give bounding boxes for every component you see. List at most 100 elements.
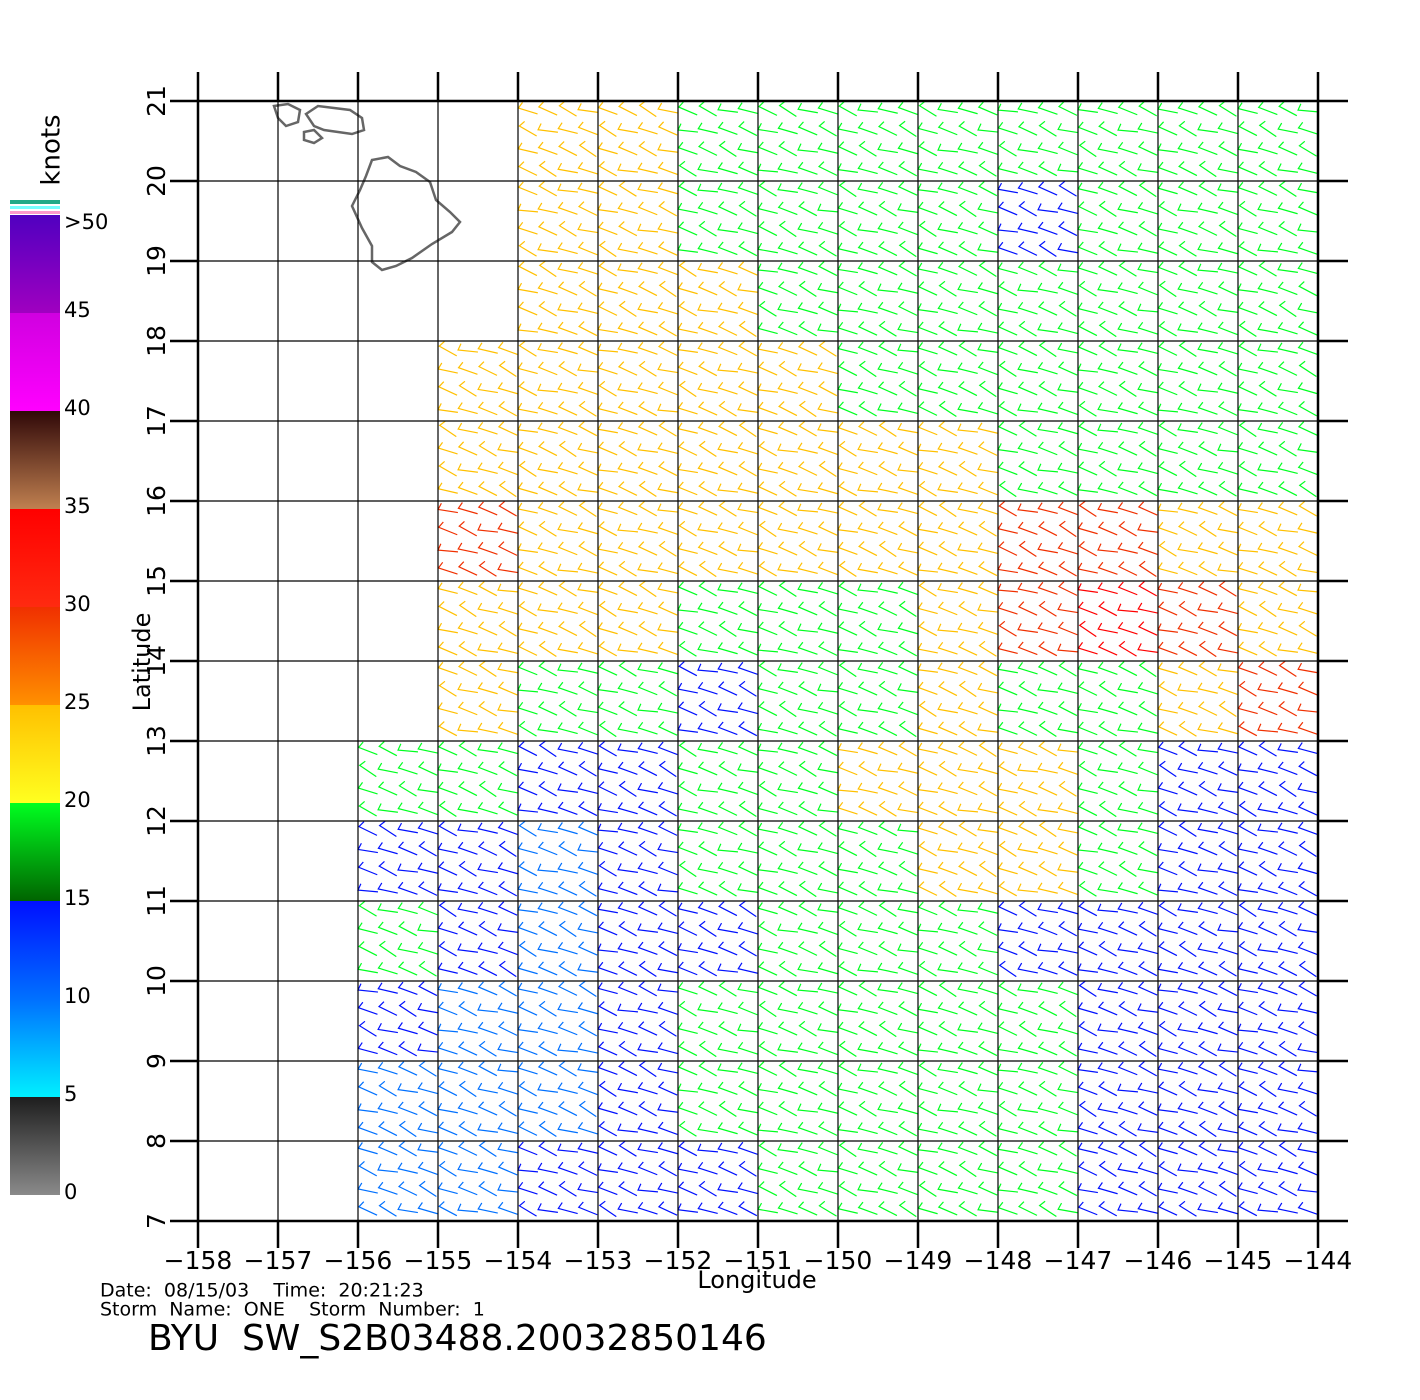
wind-barb — [837, 462, 858, 475]
wind-barb — [837, 981, 858, 996]
wind-barb — [437, 861, 458, 876]
wind-barb — [758, 701, 778, 717]
wind-barb — [1257, 422, 1278, 434]
wind-barb — [617, 802, 638, 815]
wind-barb — [417, 1021, 438, 1036]
wind-barb — [1098, 1201, 1118, 1217]
wind-barb — [1217, 602, 1238, 615]
wind-barb — [837, 1202, 858, 1214]
wind-barb — [1118, 740, 1137, 757]
wind-barb — [457, 1102, 478, 1115]
wind-barb — [1017, 261, 1038, 276]
wind-barb — [878, 320, 897, 337]
wind-barb — [1118, 1141, 1138, 1157]
wind-barb — [597, 101, 618, 115]
wind-barb — [457, 463, 478, 473]
wind-barb — [397, 942, 418, 954]
wind-barb — [638, 480, 657, 497]
wind-barb — [697, 881, 718, 896]
wind-barb — [777, 162, 798, 174]
wind-barb — [1037, 301, 1058, 316]
wind-barb — [1057, 383, 1079, 393]
colorbar-tick-label: 20 — [64, 788, 91, 812]
wind-barb — [978, 1141, 998, 1157]
wind-barb — [898, 860, 917, 877]
wind-barb — [1117, 921, 1138, 936]
wind-barb — [777, 801, 798, 816]
wind-barb — [1137, 401, 1158, 416]
wind-barb — [958, 1160, 977, 1178]
wind-barb — [1297, 1161, 1318, 1176]
wind-barb — [718, 880, 737, 897]
wind-barb — [778, 480, 797, 497]
wind-barb — [898, 1001, 918, 1017]
wind-barb — [657, 1042, 678, 1055]
wind-barb — [517, 661, 538, 676]
wind-barb — [1057, 322, 1078, 335]
wind-barb — [1297, 162, 1318, 175]
wind-barb — [697, 862, 718, 874]
wind-barb — [497, 1201, 518, 1215]
wind-barb — [898, 600, 917, 617]
wind-barb — [597, 322, 618, 334]
wind-barb — [957, 1041, 978, 1055]
wind-barb — [717, 201, 738, 216]
wind-barb — [717, 1063, 738, 1073]
wind-barb — [717, 642, 738, 655]
wind-barb — [877, 562, 898, 575]
wind-barb — [378, 1200, 397, 1217]
wind-barb — [617, 361, 638, 376]
wind-barb — [717, 1183, 738, 1193]
wind-barb — [938, 1020, 957, 1037]
wind-barb — [1237, 142, 1258, 154]
wind-barb — [1077, 103, 1098, 113]
wind-barb — [1297, 703, 1319, 713]
wind-barb — [978, 181, 998, 197]
wind-barb — [457, 841, 478, 855]
wind-barb — [437, 982, 458, 994]
wind-barb — [778, 700, 797, 718]
colorbar-tick-label: 45 — [64, 298, 91, 322]
wind-barb — [957, 842, 978, 855]
wind-barb — [1137, 682, 1158, 695]
wind-barb — [1137, 1101, 1158, 1116]
wind-barb — [797, 582, 818, 594]
wind-barb — [1217, 642, 1238, 654]
wind-barb — [1257, 1181, 1278, 1196]
wind-barb — [457, 802, 478, 814]
wind-barb — [1158, 941, 1178, 957]
wind-barb — [877, 641, 898, 656]
x-tick-label: −149 — [884, 1246, 953, 1275]
wind-barb — [597, 441, 618, 456]
wind-barb — [1177, 762, 1198, 774]
wind-barb — [937, 662, 958, 675]
wind-barb — [998, 500, 1017, 517]
wind-barb — [1097, 283, 1118, 293]
wind-barb — [1058, 1040, 1077, 1057]
wind-barb — [1077, 963, 1099, 973]
wind-barb — [457, 1041, 478, 1056]
wind-barb — [1097, 181, 1118, 195]
wind-barb — [897, 343, 919, 353]
wind-barb — [697, 642, 718, 654]
wind-barb — [1158, 760, 1177, 778]
wind-barb — [858, 140, 877, 157]
wind-barb — [1077, 522, 1098, 535]
wind-barb — [797, 161, 818, 175]
wind-barb — [1017, 1062, 1038, 1074]
wind-barb — [877, 861, 898, 876]
wind-barb — [1137, 602, 1158, 614]
wind-barb — [1257, 322, 1278, 334]
wind-barb — [577, 821, 598, 836]
wind-barb — [457, 542, 478, 554]
wind-barb — [1017, 482, 1038, 494]
wind-barb — [477, 1101, 498, 1116]
wind-barb — [558, 920, 577, 938]
wind-barb — [857, 421, 878, 436]
wind-barb — [837, 342, 858, 355]
wind-barb — [798, 540, 817, 557]
wind-barb — [797, 102, 818, 114]
wind-barb — [1218, 100, 1237, 117]
wind-barb — [578, 620, 597, 638]
wind-barb — [978, 661, 998, 677]
